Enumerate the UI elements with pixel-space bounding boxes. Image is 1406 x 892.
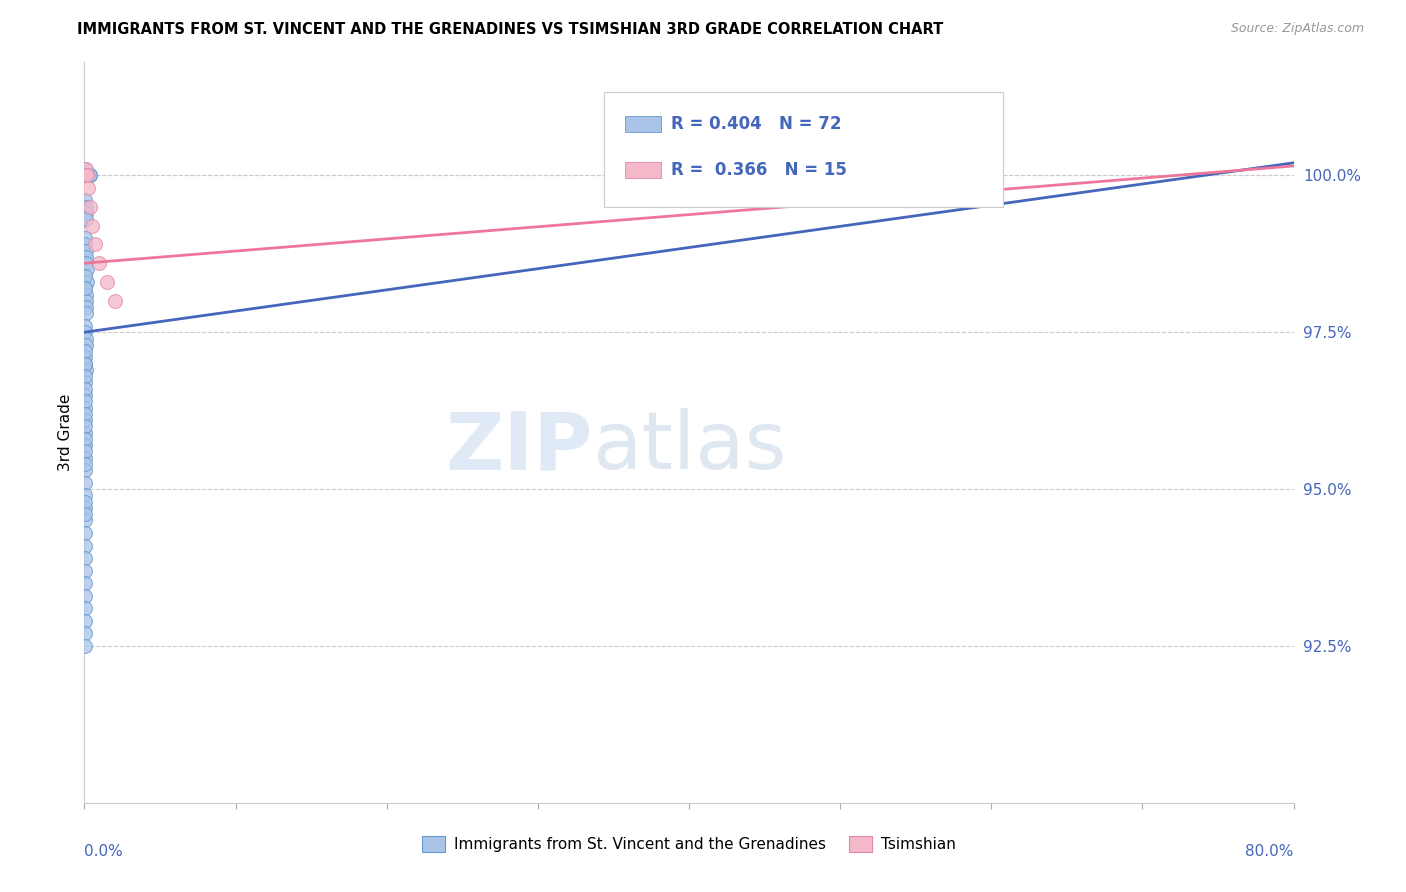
Point <box>84 237 107 252</box>
Point <box>75 281 97 295</box>
Point <box>75 169 97 183</box>
Point <box>76 306 98 320</box>
Point <box>75 169 97 183</box>
Point <box>104 293 127 308</box>
Point <box>75 589 97 603</box>
Point <box>75 169 97 183</box>
Point <box>75 357 97 371</box>
Point <box>75 200 97 214</box>
Point <box>96 275 118 289</box>
Point <box>75 212 97 227</box>
Text: 80.0%: 80.0% <box>1246 844 1294 858</box>
Point <box>75 351 97 365</box>
Point <box>75 444 97 458</box>
Point <box>75 564 97 578</box>
Point <box>75 237 97 252</box>
Point <box>76 169 98 183</box>
Point <box>75 169 97 183</box>
Point <box>75 475 97 490</box>
Point <box>77 169 100 183</box>
Text: ZIP: ZIP <box>444 409 592 486</box>
Point <box>75 438 97 452</box>
Point <box>75 407 97 421</box>
Point <box>75 162 97 177</box>
Point <box>76 169 98 183</box>
Point <box>75 614 97 628</box>
Point <box>75 338 97 352</box>
Point <box>75 194 97 208</box>
Point <box>75 394 97 409</box>
Point <box>75 382 97 396</box>
Point <box>76 262 98 277</box>
Point <box>75 250 97 264</box>
Point <box>75 344 97 359</box>
Point <box>1396 169 1406 183</box>
Point <box>75 507 97 521</box>
Point <box>75 500 97 515</box>
Point <box>75 419 97 434</box>
Text: 0.0%: 0.0% <box>84 844 124 858</box>
Point <box>75 256 97 270</box>
Point <box>75 331 97 345</box>
Point <box>1374 169 1396 183</box>
Point <box>75 488 97 502</box>
Text: IMMIGRANTS FROM ST. VINCENT AND THE GRENADINES VS TSIMSHIAN 3RD GRADE CORRELATIO: IMMIGRANTS FROM ST. VINCENT AND THE GREN… <box>77 22 943 37</box>
Point <box>75 388 97 402</box>
Text: R = 0.404   N = 72: R = 0.404 N = 72 <box>671 115 841 133</box>
Point <box>75 539 97 553</box>
Point <box>89 256 111 270</box>
Point <box>75 494 97 508</box>
Point <box>75 287 97 301</box>
Point <box>80 219 103 233</box>
Y-axis label: 3rd Grade: 3rd Grade <box>58 394 73 471</box>
Point <box>75 401 97 415</box>
FancyBboxPatch shape <box>605 92 1004 207</box>
Point <box>75 413 97 427</box>
Point <box>75 626 97 640</box>
Point <box>75 513 97 527</box>
Point <box>75 463 97 477</box>
Point <box>75 325 97 339</box>
Point <box>75 363 97 377</box>
Point <box>76 275 98 289</box>
Bar <box>624 161 661 178</box>
Point <box>76 169 98 183</box>
Point <box>75 639 97 653</box>
Point <box>75 376 97 390</box>
Point <box>75 268 97 283</box>
Point <box>75 369 97 384</box>
Point <box>75 293 97 308</box>
Point <box>77 169 100 183</box>
Point <box>77 181 100 195</box>
Point <box>75 601 97 615</box>
Text: Source: ZipAtlas.com: Source: ZipAtlas.com <box>1230 22 1364 36</box>
Point <box>75 231 97 245</box>
Point <box>75 457 97 471</box>
Point <box>75 357 97 371</box>
Point <box>75 281 97 295</box>
Point <box>75 244 97 258</box>
Point <box>77 169 100 183</box>
Point <box>75 206 97 220</box>
Point <box>1350 169 1372 183</box>
Text: R =  0.366   N = 15: R = 0.366 N = 15 <box>671 161 846 178</box>
Point <box>75 526 97 541</box>
Point <box>75 551 97 566</box>
Point <box>79 200 101 214</box>
Legend: Immigrants from St. Vincent and the Grenadines, Tsimshian: Immigrants from St. Vincent and the Gren… <box>416 830 962 858</box>
Point <box>79 169 101 183</box>
Point <box>75 318 97 333</box>
Point <box>75 432 97 446</box>
Bar <box>624 116 661 132</box>
Point <box>79 169 101 183</box>
Point <box>76 169 98 183</box>
Point <box>75 162 97 177</box>
Point <box>75 300 97 314</box>
Point <box>75 450 97 465</box>
Point <box>75 576 97 591</box>
Point <box>75 425 97 440</box>
Text: atlas: atlas <box>592 409 786 486</box>
Point <box>76 169 98 183</box>
